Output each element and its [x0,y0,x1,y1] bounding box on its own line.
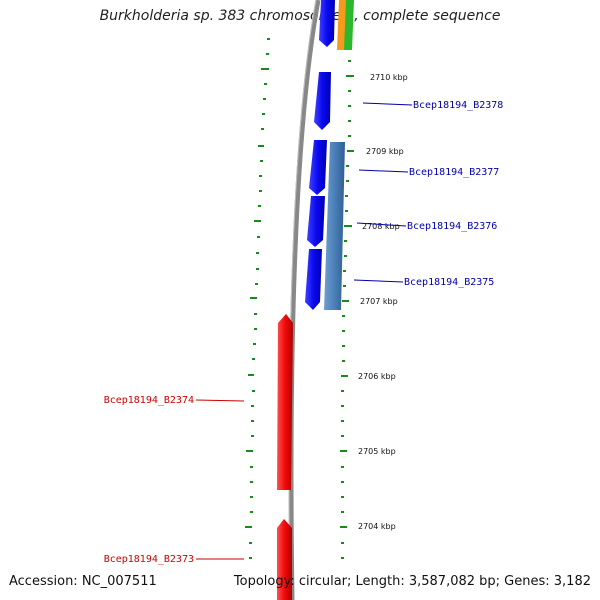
scale-tick-label: 2705 kbp [358,447,396,456]
gene-label-b2377[interactable]: Bcep18194_B2377 [409,167,499,178]
gene-arrow-b2378[interactable] [314,72,331,130]
accession-text: Accession: NC_007511 [9,574,157,589]
scale-tick-label: 2710 kbp [370,73,408,82]
reverse-genes [277,314,293,600]
gc-ticks-left [245,38,270,559]
gene-arrow-b2377[interactable] [309,140,327,195]
gene-label-b2378[interactable]: Bcep18194_B2378 [413,100,503,111]
map-title: Burkholderia sp. 383 chromosome 2, compl… [99,8,501,24]
scale-tick-label: 2706 kbp [358,372,396,381]
top-features [319,0,354,50]
scale-tick-label: 2708 kbp [362,222,400,231]
gene-arrow-b2376[interactable] [307,196,325,247]
forward-genes [305,72,345,310]
label-leaders [195,102,413,560]
gene-arrow-b2373[interactable] [277,519,292,600]
gene-label-b2373[interactable]: Bcep18194_B2373 [104,554,194,565]
gene-arrow-b2374[interactable] [277,314,293,490]
gene-arrow-b2375[interactable] [305,249,322,310]
scale-tick-label: 2707 kbp [360,297,398,306]
genome-summary-text: Topology: circular; Length: 3,587,082 bp… [233,574,591,589]
scale-labels: 2710 kbp 2709 kbp 2708 kbp 2707 kbp 2706… [358,73,408,531]
gc-ticks-right [340,60,354,559]
gene-label-b2374[interactable]: Bcep18194_B2374 [104,395,194,406]
gene-label-b2376[interactable]: Bcep18194_B2376 [407,221,497,232]
gene-label-b2375[interactable]: Bcep18194_B2375 [404,277,494,288]
gene-labels: Bcep18194_B2378 Bcep18194_B2377 Bcep1819… [104,100,504,565]
chromosome-backbone [288,0,321,600]
scale-tick-label: 2704 kbp [358,522,396,531]
steel-feature[interactable] [324,142,345,310]
scale-tick-label: 2709 kbp [366,147,404,156]
